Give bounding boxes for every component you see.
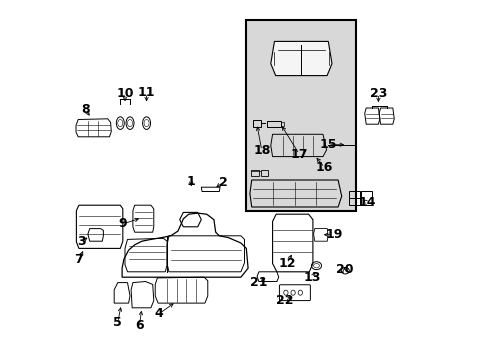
Text: 3: 3 — [77, 235, 86, 248]
Text: 10: 10 — [116, 87, 133, 100]
Polygon shape — [270, 41, 331, 76]
Text: 7: 7 — [74, 253, 83, 266]
Text: 22: 22 — [276, 294, 293, 307]
Text: 2: 2 — [218, 176, 227, 189]
Text: 16: 16 — [315, 161, 332, 174]
Text: 18: 18 — [253, 144, 270, 157]
Text: 23: 23 — [369, 87, 386, 100]
Text: 17: 17 — [290, 148, 307, 161]
Text: 11: 11 — [138, 86, 155, 99]
Text: 13: 13 — [303, 271, 320, 284]
Text: 15: 15 — [319, 138, 336, 151]
Text: 4: 4 — [154, 307, 163, 320]
Text: 19: 19 — [325, 228, 342, 241]
Text: 20: 20 — [335, 263, 353, 276]
Text: 1: 1 — [186, 175, 195, 188]
Polygon shape — [246, 20, 355, 211]
Text: 12: 12 — [278, 257, 295, 270]
Text: 14: 14 — [357, 196, 375, 209]
Text: 8: 8 — [81, 103, 89, 116]
Text: 5: 5 — [113, 316, 122, 329]
Text: 9: 9 — [118, 217, 127, 230]
Text: 6: 6 — [135, 319, 143, 332]
Text: 21: 21 — [250, 276, 267, 289]
